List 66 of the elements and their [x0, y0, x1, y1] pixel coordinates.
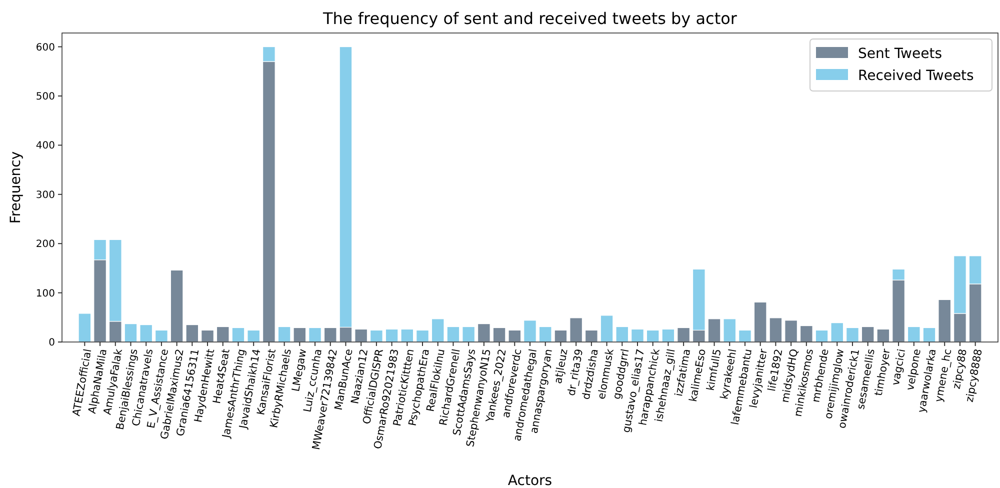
- y-tick-label: 100: [36, 288, 55, 300]
- bar: [800, 325, 813, 342]
- bar: [938, 299, 952, 342]
- bar: [769, 318, 782, 342]
- x-tick-label: zipcy88: [950, 348, 970, 390]
- bar: [508, 330, 522, 342]
- bar: [385, 328, 398, 342]
- bar: [815, 330, 828, 342]
- bar: [584, 330, 598, 342]
- bar: [140, 324, 153, 342]
- bar: [907, 326, 920, 342]
- bar: [400, 328, 414, 342]
- bar: [723, 318, 736, 342]
- y-tick-label: 500: [36, 91, 55, 102]
- bar: [738, 330, 752, 342]
- y-tick-label: 400: [36, 140, 55, 152]
- bar: [616, 326, 629, 342]
- bar: [232, 327, 245, 342]
- bar: [293, 327, 306, 342]
- bar: [830, 322, 844, 342]
- bar: [462, 326, 476, 342]
- bar: [631, 328, 644, 342]
- y-tick-label: 200: [36, 239, 55, 250]
- x-tick-label: atjleuz: [552, 348, 570, 385]
- bar: [784, 320, 798, 342]
- bar: [646, 330, 660, 342]
- bar: [308, 327, 322, 342]
- bar: [247, 330, 260, 342]
- bar: [216, 326, 230, 342]
- bar: [524, 320, 536, 342]
- y-tick-label: 600: [36, 42, 55, 54]
- bar: [446, 326, 460, 342]
- bar: [846, 327, 859, 342]
- bar: [922, 327, 936, 342]
- bar: [354, 328, 368, 342]
- bar: [155, 330, 168, 342]
- bar: [278, 326, 291, 342]
- bar: [186, 324, 199, 342]
- bar: [754, 302, 767, 342]
- bar: [370, 330, 383, 342]
- bar: [538, 326, 552, 342]
- y-tick-label: 300: [36, 190, 55, 201]
- chart-title: The frequency of sent and received tweets by actor: [322, 9, 738, 28]
- bar: [477, 323, 490, 342]
- legend-label: Sent Tweets: [858, 46, 942, 62]
- bar: [600, 315, 614, 342]
- bar: [416, 330, 429, 342]
- bar: [861, 326, 874, 342]
- bar: [677, 327, 690, 342]
- bar: [431, 318, 444, 342]
- bar: [124, 323, 138, 342]
- bar: [78, 313, 92, 342]
- bar: [201, 330, 214, 342]
- bar: [876, 328, 890, 342]
- y-tick-label: 0: [48, 338, 55, 348]
- bar: [662, 328, 675, 342]
- x-tick-label: kimfull5: [704, 348, 724, 392]
- bar: [492, 327, 506, 342]
- x-axis-title: Actors: [508, 473, 552, 488]
- bar: [324, 327, 337, 342]
- bar: [170, 270, 184, 342]
- bar: [554, 330, 568, 342]
- bar: [708, 318, 721, 342]
- y-axis-title: Frequency: [8, 151, 24, 224]
- bar: [570, 318, 583, 342]
- legend-label: Received Tweets: [858, 68, 974, 84]
